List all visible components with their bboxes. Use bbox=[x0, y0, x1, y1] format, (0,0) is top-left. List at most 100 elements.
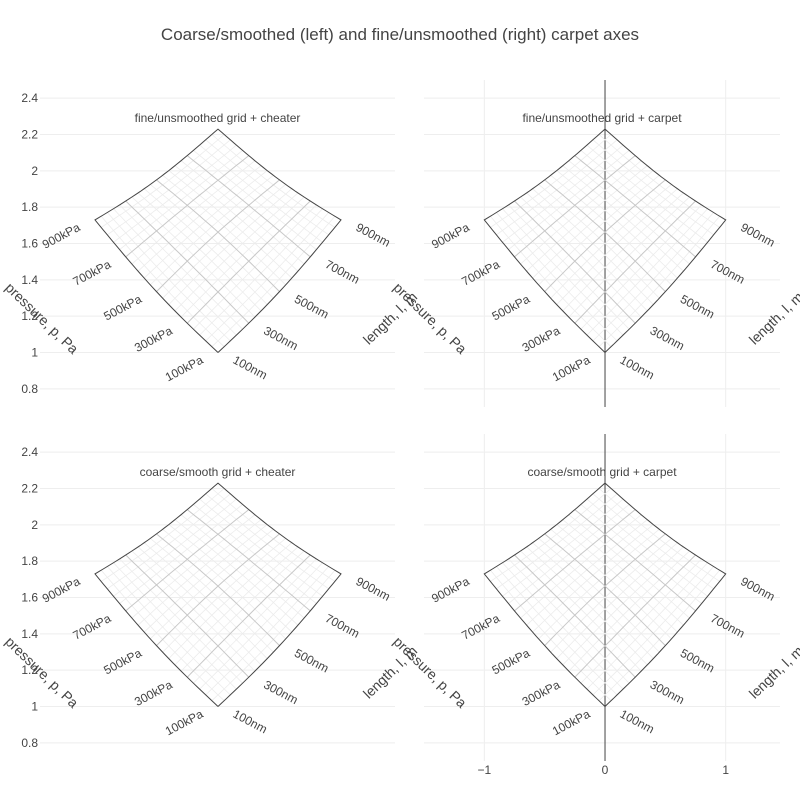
y-tick-label: 2 bbox=[31, 164, 38, 178]
minor-b-line bbox=[211, 134, 336, 228]
b-axis-tick-label: 500nm bbox=[678, 292, 717, 322]
major-b-line bbox=[544, 533, 666, 646]
y-tick-label: 1.2 bbox=[21, 309, 38, 323]
minor-b-line bbox=[550, 174, 672, 286]
minor-b-line bbox=[162, 174, 286, 286]
minor-a-line bbox=[520, 514, 642, 619]
minor-a-line bbox=[550, 538, 672, 653]
figure-title: Coarse/smoothed (left) and fine/unsmooth… bbox=[161, 25, 639, 44]
minor-b-line bbox=[538, 184, 660, 299]
major-b-line bbox=[186, 155, 311, 258]
major-a-line bbox=[186, 200, 311, 324]
minor-a-line bbox=[556, 542, 678, 659]
minor-b-line bbox=[180, 160, 305, 265]
minor-a-line bbox=[162, 538, 286, 653]
b-axis-tick-label: 500nm bbox=[292, 292, 331, 322]
b-axis-tick-label: 100nm bbox=[618, 707, 657, 737]
minor-b-line bbox=[131, 550, 256, 672]
minor-a-line bbox=[556, 188, 678, 305]
b-axis-tick-label: 900nm bbox=[354, 220, 393, 250]
subplot-3: 0.8 1 1.2 1.4 1.6 1.8 2 2.2 2.4 100kPa300kPa500kP… bbox=[2, 445, 420, 750]
major-a-line bbox=[156, 533, 280, 646]
b-axis-tick-label: 100nm bbox=[231, 353, 270, 383]
y-tick-label: 1 bbox=[31, 700, 38, 714]
y-tick-label: 2.2 bbox=[21, 128, 38, 142]
b-axis-tick-label: 300nm bbox=[261, 677, 300, 707]
minor-b-line bbox=[598, 134, 720, 228]
minor-a-line bbox=[538, 528, 660, 640]
y-tick-label: 0.8 bbox=[21, 382, 38, 396]
y-tick-label: 1.2 bbox=[21, 663, 38, 677]
b-axis-tick-label: 300nm bbox=[261, 323, 300, 353]
b-axis-tick-label: 900nm bbox=[354, 574, 393, 604]
minor-a-line bbox=[143, 524, 268, 633]
a-axis-tick-label: 900kPa bbox=[40, 220, 83, 252]
carpet-boundary bbox=[483, 128, 727, 353]
b-axis-tick-label: 700nm bbox=[708, 257, 747, 287]
b-axis-tick-label: 900nm bbox=[738, 220, 777, 250]
b-axis-tick-label: 500nm bbox=[678, 646, 717, 676]
minor-b-line bbox=[211, 488, 336, 582]
major-a-line bbox=[574, 554, 696, 678]
minor-a-line bbox=[113, 498, 237, 597]
a-axis-title: pressure, p, Pa bbox=[390, 279, 470, 357]
minor-b-line bbox=[550, 528, 672, 640]
a-axis-tick-label: 500kPa bbox=[101, 646, 144, 678]
b-axis-title: length, l, m bbox=[746, 643, 800, 702]
minor-b-line bbox=[532, 542, 654, 659]
a-axis-tick-label: 900kPa bbox=[429, 574, 472, 606]
minor-a-line bbox=[100, 134, 225, 228]
a-axis-tick-label: 700kPa bbox=[459, 257, 502, 289]
a-axis-tick-label: 500kPa bbox=[490, 646, 533, 678]
minor-a-line bbox=[490, 488, 612, 582]
b-axis-tick-label: 900nm bbox=[738, 574, 777, 604]
x-tick-label: 0 bbox=[602, 763, 609, 777]
major-b-line bbox=[125, 554, 250, 678]
subplot-title: fine/unsmoothed grid + cheater bbox=[135, 111, 301, 125]
y-tick-label: 1.4 bbox=[21, 627, 38, 641]
y-tick-label: 2 bbox=[31, 518, 38, 532]
y-tick-label: 0.8 bbox=[21, 736, 38, 750]
minor-a-line bbox=[532, 170, 654, 279]
minor-b-line bbox=[168, 524, 293, 633]
b-axis-tick-label: 700nm bbox=[323, 611, 362, 641]
a-axis-tick-label: 100kPa bbox=[163, 707, 206, 739]
y-tick-label: 1.8 bbox=[21, 200, 38, 214]
y-tick-label: 2.2 bbox=[21, 482, 38, 496]
y-tick-label: 1.8 bbox=[21, 554, 38, 568]
b-axis-title: length, l, m bbox=[746, 289, 800, 348]
minor-b-line bbox=[556, 524, 678, 633]
minor-a-line bbox=[150, 174, 274, 286]
minor-b-line bbox=[520, 550, 642, 672]
a-axis-tick-label: 900kPa bbox=[429, 220, 472, 252]
minor-a-line bbox=[150, 528, 274, 640]
y-tick-label: 1 bbox=[31, 346, 38, 360]
minor-a-line bbox=[520, 160, 642, 265]
major-a-line bbox=[156, 179, 280, 292]
minor-b-line bbox=[143, 188, 268, 305]
minor-a-line bbox=[532, 524, 654, 633]
b-axis-tick-label: 300nm bbox=[648, 323, 687, 353]
a-axis-tick-label: 100kPa bbox=[163, 353, 206, 385]
major-b-line bbox=[186, 509, 311, 612]
subplot-title: coarse/smooth grid + cheater bbox=[140, 465, 296, 479]
minor-b-line bbox=[568, 514, 690, 619]
b-axis-tick-label: 100nm bbox=[231, 707, 270, 737]
a-axis-tick-label: 300kPa bbox=[132, 677, 175, 709]
carpet-boundary bbox=[94, 482, 342, 707]
b-axis-tick-label: 700nm bbox=[323, 257, 362, 287]
minor-a-line bbox=[180, 196, 305, 318]
a-axis-tick-label: 100kPa bbox=[550, 707, 593, 739]
y-tick-label: 2.4 bbox=[21, 445, 38, 459]
subplot-1: 0.8 1 1.2 1.4 1.6 1.8 2 2.2 2.4 100kPa300kPa500kP… bbox=[2, 91, 420, 396]
minor-a-line bbox=[143, 170, 268, 279]
b-axis-tick-label: 700nm bbox=[708, 611, 747, 641]
minor-a-line bbox=[168, 188, 293, 305]
minor-a-line bbox=[550, 184, 672, 299]
minor-a-line bbox=[180, 550, 305, 672]
minor-a-line bbox=[113, 144, 237, 243]
a-axis-title: pressure, p, Pa bbox=[2, 633, 82, 711]
major-b-line bbox=[574, 509, 696, 612]
